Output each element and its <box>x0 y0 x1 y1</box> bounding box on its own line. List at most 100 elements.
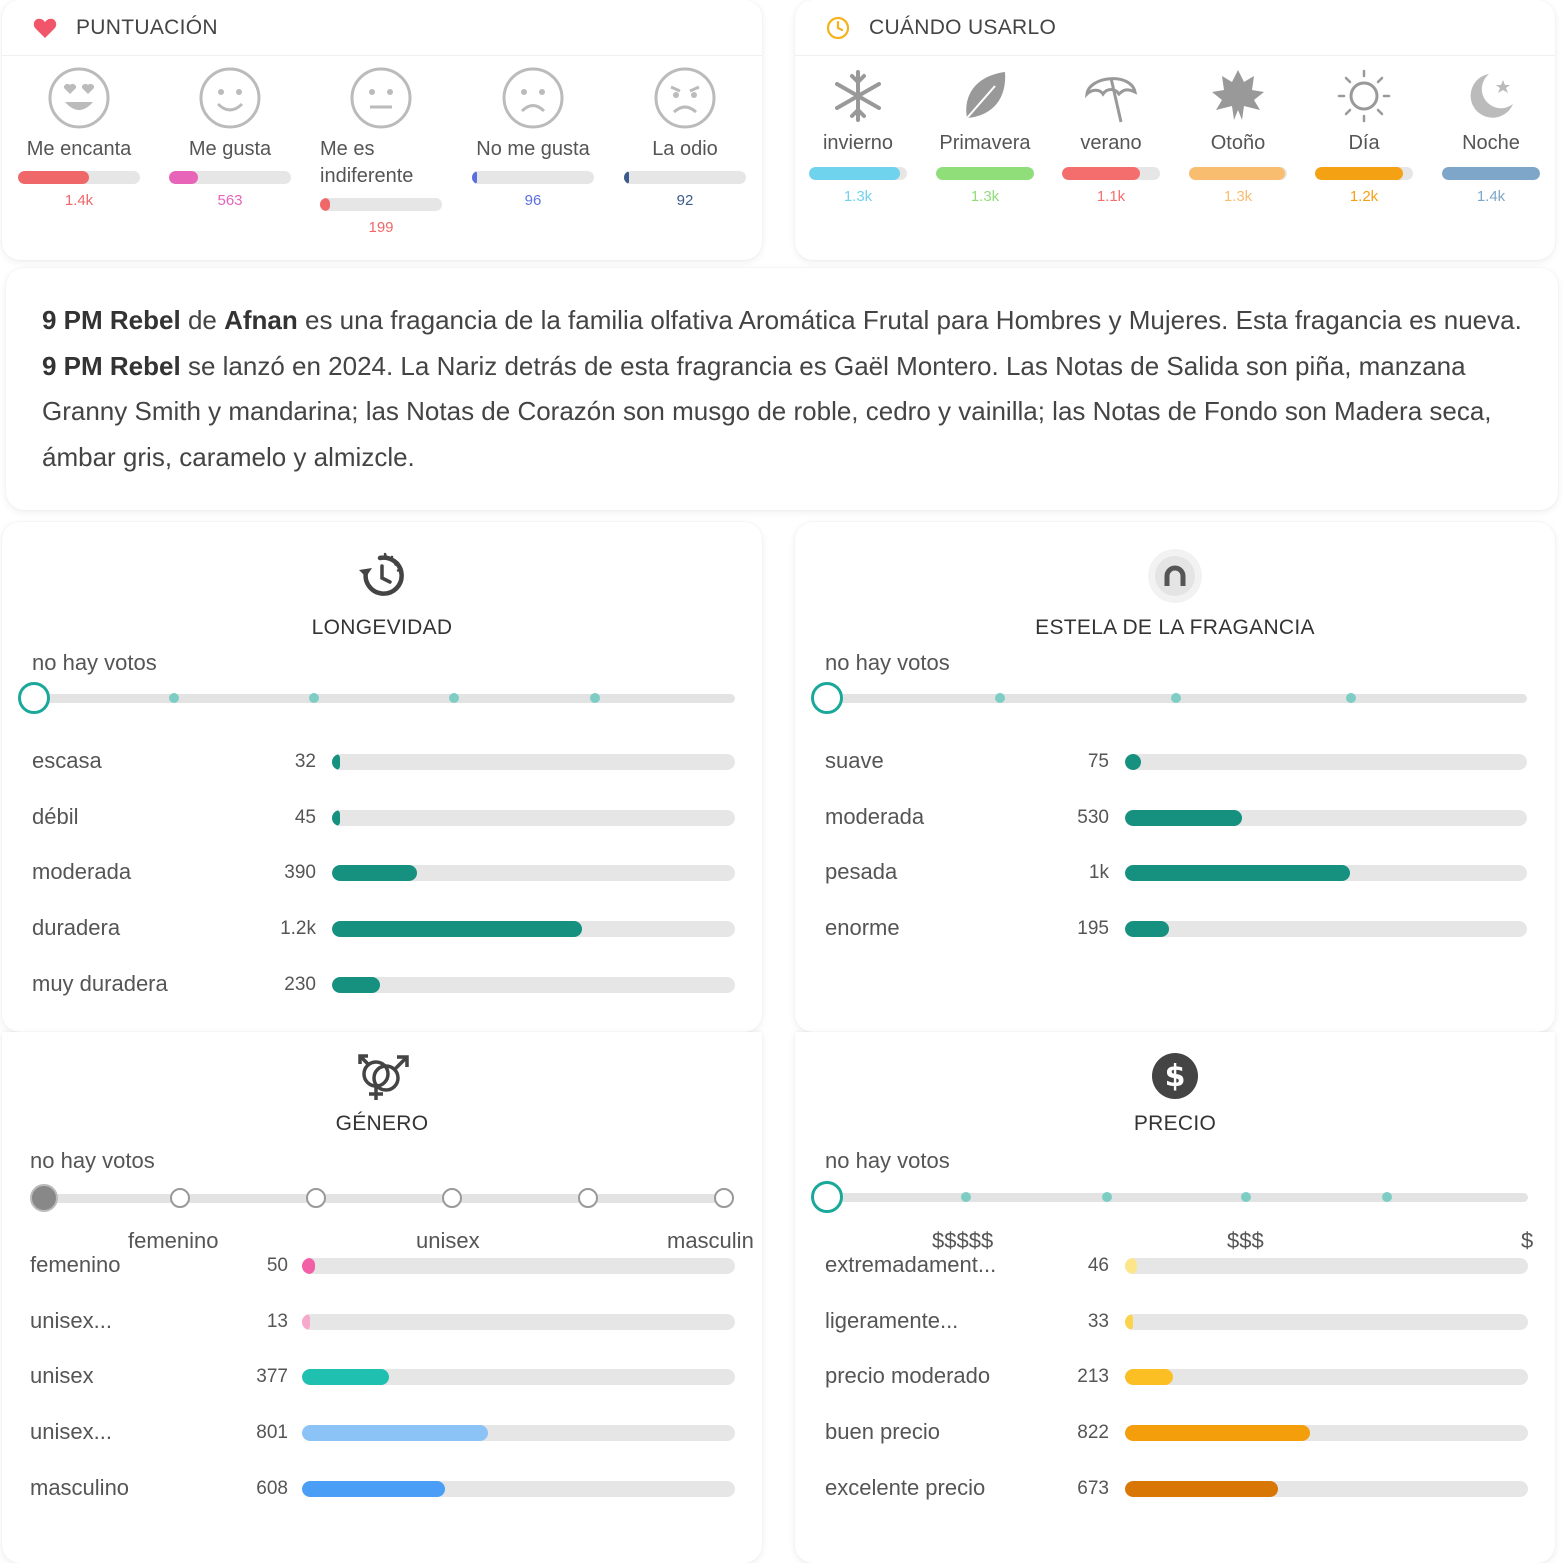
season-bar <box>1062 167 1160 180</box>
gender-row-count: 50 <box>266 1255 288 1276</box>
gender-row: masculino 608 <box>30 1475 735 1505</box>
rating-bar <box>472 171 594 184</box>
gender-row-bar-fill <box>302 1258 315 1274</box>
longevity-no-votes: no hay votos <box>32 650 157 675</box>
season-option[interactable]: Otoño 1.3k <box>1183 66 1293 205</box>
love-face-icon[interactable] <box>47 66 111 130</box>
season-header: CUÁNDO USARLO <box>795 0 1555 56</box>
sillage-card: ESTELA DE LA FRAGANCIA no hay votos suav… <box>795 522 1555 1032</box>
season-bar-fill <box>1189 167 1286 180</box>
season-option[interactable]: invierno 1.3k <box>803 66 913 205</box>
price-row-label: precio moderado <box>825 1363 991 1389</box>
longevity-row-bar-fill <box>332 865 417 882</box>
gender-row-count: 13 <box>266 1310 288 1332</box>
neutral-face-icon-svg <box>350 67 412 129</box>
leaf-icon[interactable] <box>955 66 1015 126</box>
dislike-face-icon[interactable] <box>501 66 565 130</box>
maple-leaf-icon[interactable] <box>1208 66 1268 126</box>
sillage-row-label: suave <box>825 748 884 773</box>
sillage-row: moderada 530 <box>825 804 1527 834</box>
perfume-name-2: 9 PM Rebel <box>42 350 181 381</box>
gender-row-bar <box>302 1425 735 1442</box>
price-row-bar-fill <box>1125 1369 1174 1386</box>
slider-stop[interactable] <box>170 1188 190 1208</box>
season-label: Noche <box>1462 132 1520 154</box>
longevity-row-label: muy duradera <box>32 970 168 996</box>
neutral-face-icon[interactable] <box>349 66 413 130</box>
gender-row-label: unisex... <box>30 1419 112 1445</box>
slider-stop[interactable] <box>442 1188 462 1208</box>
sun-icon[interactable] <box>1334 66 1394 126</box>
like-face-icon[interactable] <box>198 66 262 130</box>
slider-handle[interactable] <box>30 1184 58 1212</box>
slider-stop[interactable] <box>306 1188 326 1208</box>
rating-bar-fill <box>472 171 477 184</box>
rating-bar <box>624 171 746 184</box>
slider-stop[interactable] <box>578 1188 598 1208</box>
rating-bar-fill <box>18 171 89 184</box>
sillage-row-bar-fill <box>1125 865 1351 882</box>
rating-bar <box>18 171 140 184</box>
gender-row: unisex 377 <box>30 1363 735 1393</box>
sillage-no-votes: no hay votos <box>825 650 950 675</box>
price-row-bar <box>1125 1313 1528 1330</box>
gender-row-label: unisex <box>30 1363 94 1389</box>
season-title: CUÁNDO USARLO <box>869 15 1057 39</box>
season-count: 1.3k <box>1223 188 1253 205</box>
season-option[interactable]: Noche 1.4k <box>1436 66 1546 205</box>
rating-option[interactable]: Me es indiferente 199 <box>316 66 446 236</box>
svg-text:$: $ <box>1165 1059 1186 1094</box>
rating-header: PUNTUACIÓN <box>2 0 762 56</box>
snowflake-icon[interactable] <box>828 66 888 126</box>
season-label: verano <box>1080 132 1142 154</box>
rating-option[interactable]: La odio 92 <box>620 66 750 209</box>
rating-option[interactable]: No me gusta 96 <box>468 66 598 209</box>
price-row-label: excelente precio <box>825 1474 986 1500</box>
moon-icon[interactable] <box>1461 66 1521 126</box>
gender-row-bar-fill <box>302 1425 489 1442</box>
rating-bar-fill <box>169 171 199 184</box>
clock-icon <box>825 15 851 41</box>
rating-count: 1.4k <box>64 192 94 209</box>
rating-option[interactable]: Me encanta 1.4k <box>14 66 144 209</box>
brand-name[interactable]: Afnan <box>224 305 298 335</box>
sillage-vote-slider[interactable] <box>811 682 1527 714</box>
season-count: 1.3k <box>843 188 873 205</box>
slider-stop[interactable] <box>714 1188 734 1208</box>
slider-handle[interactable] <box>811 1181 843 1213</box>
longevity-row-bar <box>332 921 735 938</box>
gender-icon <box>358 1054 409 1100</box>
season-option[interactable]: Primavera 1.3k <box>930 66 1040 205</box>
sillage-row-count: 530 <box>1077 806 1109 828</box>
sillage-row-count: 1k <box>1088 862 1109 884</box>
umbrella-icon[interactable] <box>1081 66 1141 126</box>
longevity-title: LONGEVIDAD <box>311 616 453 639</box>
longevity-vote-slider[interactable] <box>18 682 735 714</box>
gender-row-bar <box>302 1369 735 1386</box>
price-row-label: extremadament... <box>825 1252 997 1277</box>
season-card: CUÁNDO USARLO invierno 1.3k Primavera 1.3k v… <box>795 0 1555 260</box>
rating-option[interactable]: Me gusta 563 <box>165 66 295 209</box>
sillage-row: pesada 1k <box>825 859 1527 889</box>
slider-handle[interactable] <box>18 682 50 714</box>
season-option[interactable]: verano 1.1k <box>1056 66 1166 205</box>
sillage-row-label: moderada <box>825 803 925 829</box>
hate-face-icon[interactable] <box>653 66 717 130</box>
sillage-row-bar <box>1125 865 1527 882</box>
longevity-row-count: 230 <box>284 973 316 995</box>
gender-row: femenino 50 <box>30 1252 735 1282</box>
longevity-row: moderada 390 <box>32 859 735 889</box>
price-axis-3: $$$ <box>1227 1228 1264 1253</box>
price-vote-slider[interactable] <box>811 1181 1528 1213</box>
gender-row-count: 801 <box>256 1422 288 1444</box>
longevity-row: muy duradera 230 <box>32 971 735 1001</box>
gender-row-bar-fill <box>302 1480 445 1497</box>
longevity-clock-icon <box>359 552 404 596</box>
gender-vote-slider[interactable] <box>30 1184 734 1212</box>
gender-row-count: 377 <box>256 1366 288 1388</box>
season-option[interactable]: Día 1.2k <box>1309 66 1419 205</box>
rating-label: La odio <box>652 138 718 160</box>
rating-bar <box>169 171 291 184</box>
gender-row-label: unisex... <box>30 1307 112 1333</box>
slider-handle[interactable] <box>811 682 843 714</box>
